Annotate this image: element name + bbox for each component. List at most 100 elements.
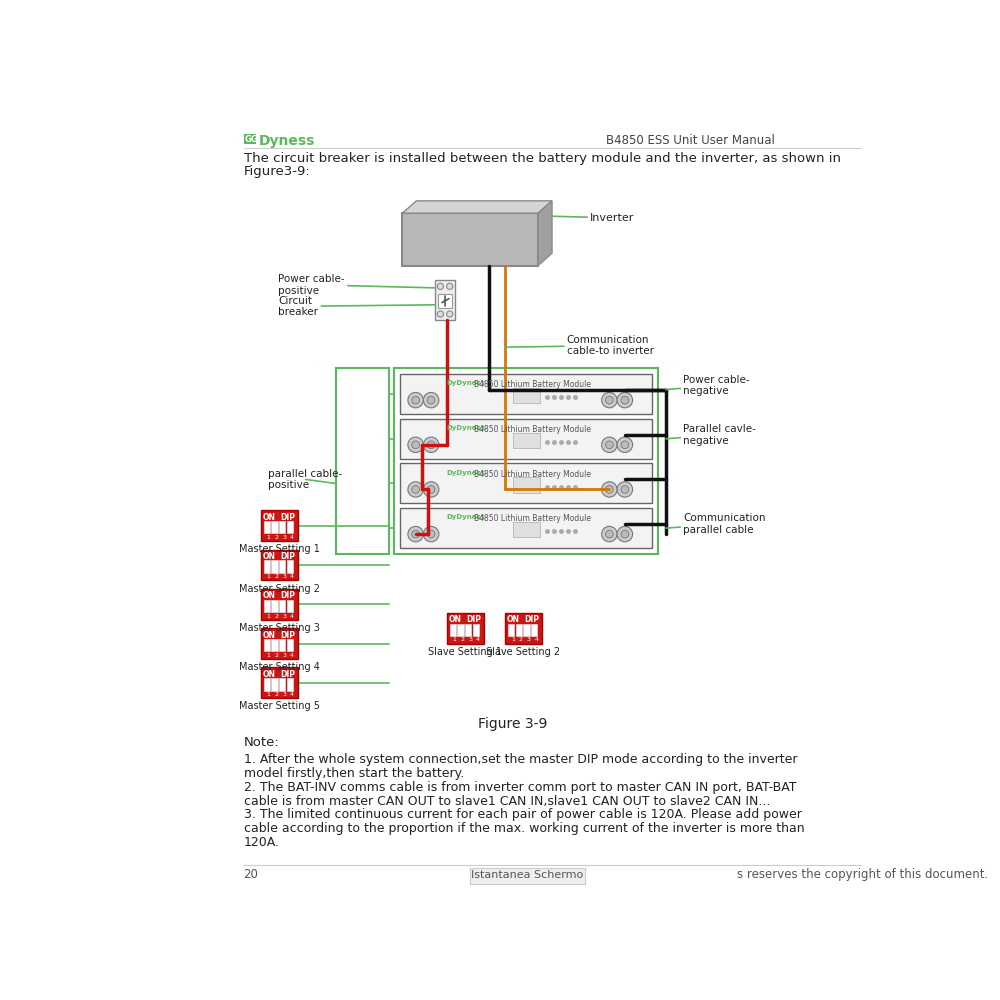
Bar xyxy=(271,560,278,573)
Bar xyxy=(457,624,464,636)
Text: 2. The BAT-INV comms cable is from inverter comm port to master CAN IN port, BAT: 2. The BAT-INV comms cable is from inver… xyxy=(244,781,796,794)
Text: DyDyness: DyDyness xyxy=(447,514,486,520)
Text: 1: 1 xyxy=(267,535,271,540)
Text: 1: 1 xyxy=(267,692,271,697)
Bar xyxy=(279,639,285,651)
Text: 3: 3 xyxy=(282,653,286,658)
Circle shape xyxy=(621,441,629,449)
Bar xyxy=(271,678,278,691)
Text: B4850 Lithium Battery Module: B4850 Lithium Battery Module xyxy=(474,514,591,523)
Text: 20: 20 xyxy=(244,868,258,881)
Text: 120A.: 120A. xyxy=(244,836,280,849)
Text: cable according to the proportion if the max. working current of the inverter is: cable according to the proportion if the… xyxy=(244,822,804,835)
Polygon shape xyxy=(538,201,552,266)
Polygon shape xyxy=(402,201,552,213)
Bar xyxy=(523,624,530,636)
Circle shape xyxy=(427,396,435,404)
Bar xyxy=(450,624,456,636)
Circle shape xyxy=(408,392,423,408)
Bar xyxy=(287,560,293,573)
Text: 1. After the whole system connection,set the master DIP mode according to the in: 1. After the whole system connection,set… xyxy=(244,753,797,766)
Circle shape xyxy=(606,396,613,404)
Text: DIP: DIP xyxy=(466,615,481,624)
Text: Communication
parallel cable: Communication parallel cable xyxy=(666,513,766,535)
Text: ON: ON xyxy=(263,631,276,640)
Circle shape xyxy=(423,437,439,452)
Bar xyxy=(465,624,471,636)
Bar xyxy=(261,589,298,620)
Circle shape xyxy=(617,392,633,408)
Circle shape xyxy=(617,526,633,542)
Text: The circuit breaker is installed between the battery module and the inverter, as: The circuit breaker is installed between… xyxy=(244,152,841,165)
Circle shape xyxy=(412,396,420,404)
Bar xyxy=(512,433,540,448)
Circle shape xyxy=(423,526,439,542)
Text: 4: 4 xyxy=(534,637,538,642)
Text: 2: 2 xyxy=(519,637,523,642)
Circle shape xyxy=(423,482,439,497)
Bar xyxy=(400,508,652,548)
Circle shape xyxy=(437,283,444,289)
Text: 1: 1 xyxy=(267,574,271,579)
Circle shape xyxy=(617,437,633,452)
Text: 4: 4 xyxy=(290,614,294,619)
Text: B4850 ESS Unit User Manual: B4850 ESS Unit User Manual xyxy=(606,134,774,147)
Text: ON: ON xyxy=(263,552,276,561)
Circle shape xyxy=(621,530,629,538)
Bar xyxy=(287,600,293,612)
Text: Figure3-9:: Figure3-9: xyxy=(244,165,310,178)
Text: Power cable-
negative: Power cable- negative xyxy=(666,375,750,396)
Bar xyxy=(261,628,298,659)
Text: parallel cable-
positive: parallel cable- positive xyxy=(268,469,343,490)
Text: ON: ON xyxy=(263,670,276,679)
Text: DyDyness: DyDyness xyxy=(447,380,486,386)
Text: DIP: DIP xyxy=(280,552,295,561)
Bar xyxy=(279,521,285,533)
Bar xyxy=(512,477,540,493)
Bar xyxy=(287,521,293,533)
Text: Slave Setting 1: Slave Setting 1 xyxy=(428,647,502,657)
Bar xyxy=(279,600,285,612)
Bar xyxy=(279,560,285,573)
Text: DyDyness: DyDyness xyxy=(447,425,486,431)
Text: 2: 2 xyxy=(461,637,465,642)
Bar xyxy=(400,463,652,503)
Bar xyxy=(264,600,270,612)
Text: ON: ON xyxy=(449,615,462,624)
Bar xyxy=(271,639,278,651)
Circle shape xyxy=(427,441,435,449)
Bar xyxy=(402,213,538,266)
Bar xyxy=(400,374,652,414)
Text: 3: 3 xyxy=(282,692,286,697)
Text: 1: 1 xyxy=(453,637,457,642)
Text: ON: ON xyxy=(263,513,276,522)
Bar xyxy=(264,678,270,691)
Circle shape xyxy=(412,530,420,538)
Text: B4850 Lithium Battery Module: B4850 Lithium Battery Module xyxy=(474,470,591,479)
Text: DIP: DIP xyxy=(280,631,295,640)
Circle shape xyxy=(606,486,613,493)
Circle shape xyxy=(602,437,617,452)
Text: 2: 2 xyxy=(275,574,279,579)
Text: Figure 3-9: Figure 3-9 xyxy=(478,717,547,731)
Circle shape xyxy=(437,311,444,317)
Text: Note:: Note: xyxy=(244,736,279,749)
Text: B4850 Lithium Battery Module: B4850 Lithium Battery Module xyxy=(474,425,591,434)
Circle shape xyxy=(408,526,423,542)
Text: ON: ON xyxy=(507,615,520,624)
Bar xyxy=(438,294,452,308)
Circle shape xyxy=(621,486,629,493)
Circle shape xyxy=(427,530,435,538)
Circle shape xyxy=(602,526,617,542)
Text: 1: 1 xyxy=(267,614,271,619)
Bar xyxy=(394,368,658,554)
Bar xyxy=(512,388,540,403)
Bar xyxy=(264,521,270,533)
Circle shape xyxy=(621,396,629,404)
Circle shape xyxy=(602,482,617,497)
Circle shape xyxy=(412,441,420,449)
Text: Master Setting 2: Master Setting 2 xyxy=(239,584,320,594)
Text: DIP: DIP xyxy=(280,670,295,679)
Text: s reserves the copyright of this document.: s reserves the copyright of this documen… xyxy=(737,868,988,881)
Text: DIP: DIP xyxy=(524,615,539,624)
